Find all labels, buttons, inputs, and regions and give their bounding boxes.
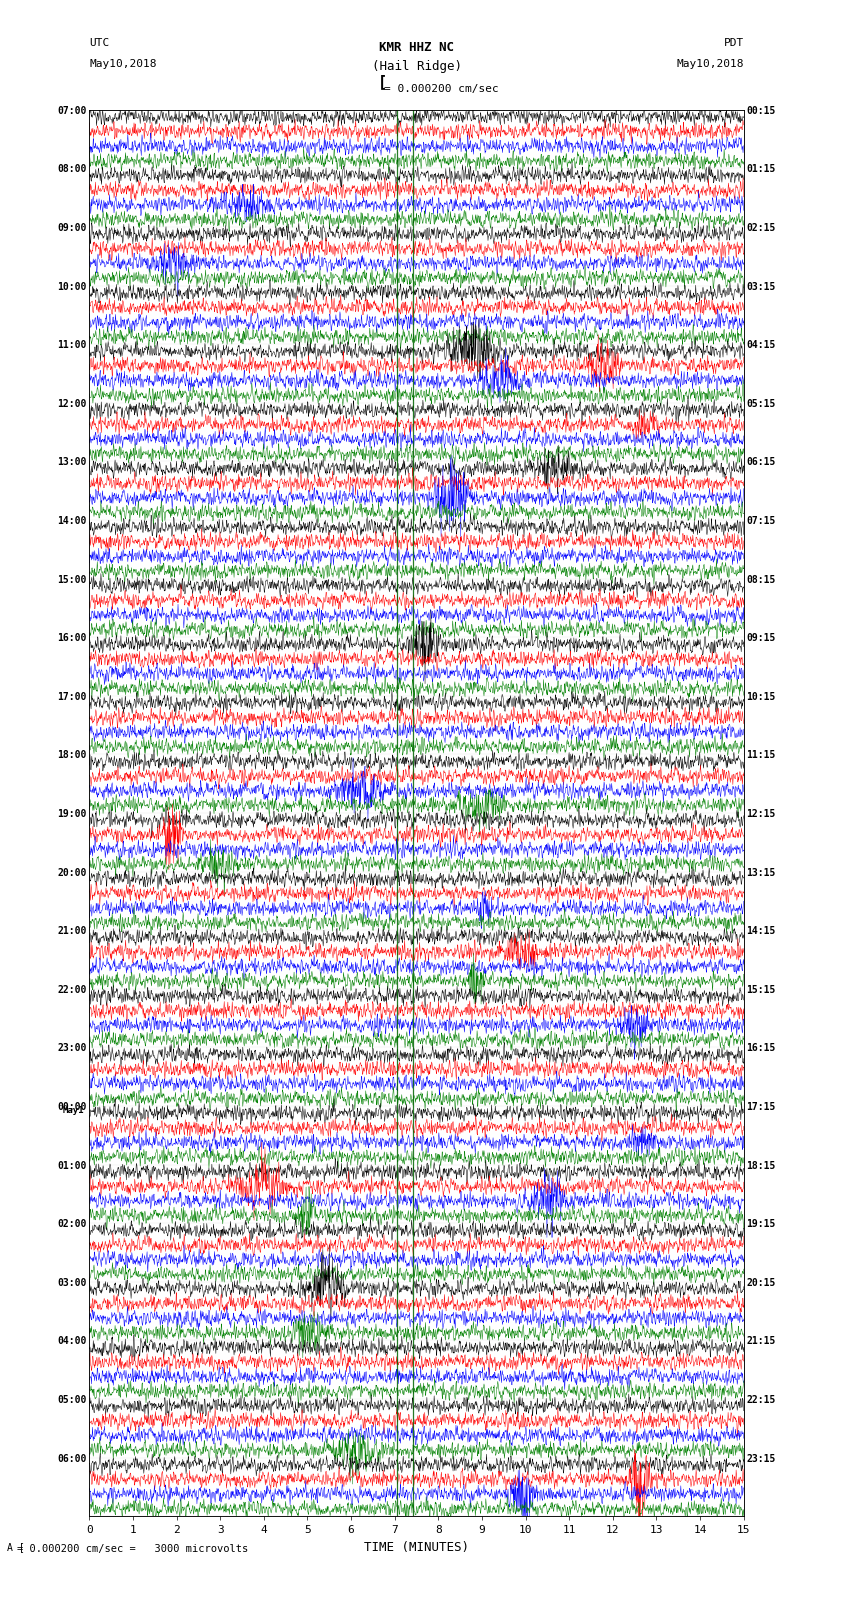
Text: = 0.000200 cm/sec =   3000 microvolts: = 0.000200 cm/sec = 3000 microvolts xyxy=(17,1544,248,1553)
Text: [: [ xyxy=(378,74,388,90)
Text: = 0.000200 cm/sec: = 0.000200 cm/sec xyxy=(384,84,499,94)
Text: (Hail Ridge): (Hail Ridge) xyxy=(371,60,462,73)
Text: May1: May1 xyxy=(62,1107,83,1115)
Text: May10,2018: May10,2018 xyxy=(677,60,744,69)
Text: A [: A [ xyxy=(7,1542,25,1552)
Text: UTC: UTC xyxy=(89,39,110,48)
Text: PDT: PDT xyxy=(723,39,744,48)
Text: May10,2018: May10,2018 xyxy=(89,60,156,69)
X-axis label: TIME (MINUTES): TIME (MINUTES) xyxy=(364,1540,469,1553)
Text: KMR HHZ NC: KMR HHZ NC xyxy=(379,40,454,53)
